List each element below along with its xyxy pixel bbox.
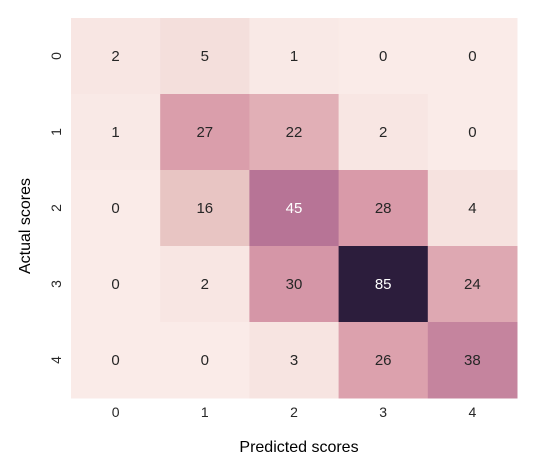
cell-value-label-0-4: 0	[468, 48, 476, 65]
y-tick-labels: 0 1 2 3 4	[48, 52, 64, 364]
y-tick-label-2: 2	[48, 204, 64, 212]
heatmap-cell-3-1	[160, 246, 250, 323]
x-axis-label: Predicted scores	[239, 439, 358, 456]
cell-value-label-2-2: 45	[286, 200, 303, 217]
heatmap-cell-4-0	[71, 322, 161, 399]
x-tick-labels: 0 1 2 3 4	[112, 404, 477, 420]
x-tick-label-3: 3	[379, 404, 387, 420]
x-tick-label-4: 4	[469, 404, 477, 420]
cell-value-label-2-0: 0	[111, 200, 119, 217]
cell-value-label-1-1: 27	[196, 124, 213, 141]
cell-value-label-1-4: 0	[468, 124, 476, 141]
cell-value-label-0-3: 0	[379, 48, 387, 65]
y-tick-label-0: 0	[48, 52, 64, 60]
heatmap-cell-0-1	[160, 18, 250, 95]
heatmap-cell-0-2	[249, 18, 340, 95]
heatmap-cells: 2 5 1 0 01 27 22 2 00 16 45 28 40 2 30 85 240 0 3 26 38	[71, 18, 518, 399]
heatmap-cell-3-3	[338, 246, 429, 323]
heatmap-cell-3-2	[249, 246, 340, 323]
x-tick-label-0: 0	[112, 404, 120, 420]
cell-value-label-3-2: 30	[286, 276, 303, 293]
cell-value-label-3-0: 0	[111, 276, 119, 293]
cell-value-label-0-0: 2	[111, 48, 119, 65]
heatmap-cell-4-3	[338, 322, 429, 399]
heatmap-cell-1-2	[249, 94, 340, 171]
heatmap-cell-2-2	[249, 170, 340, 247]
y-tick-label-4: 4	[48, 356, 64, 364]
heatmap-cell-4-1	[160, 322, 250, 399]
cell-value-label-3-3: 85	[375, 276, 392, 293]
heatmap-cell-4-4	[427, 322, 518, 399]
heatmap-cell-1-4	[427, 94, 518, 171]
cell-value-label-4-4: 38	[464, 352, 481, 369]
cell-value-label-4-1: 0	[201, 352, 209, 369]
cell-value-label-0-1: 5	[201, 48, 209, 65]
cell-value-label-2-1: 16	[196, 200, 213, 217]
y-axis-label: Actual scores	[17, 178, 34, 274]
heatmap-cell-3-0	[71, 246, 161, 323]
heatmap-cell-0-0	[71, 18, 161, 95]
cell-value-label-2-3: 28	[375, 200, 392, 217]
cell-value-label-0-2: 1	[290, 48, 298, 65]
heatmap-cell-2-0	[71, 170, 161, 247]
heatmap-cell-1-3	[338, 94, 429, 171]
heatmap-cell-2-1	[160, 170, 250, 247]
heatmap-cell-1-1	[160, 94, 250, 171]
cell-value-label-4-0: 0	[111, 352, 119, 369]
heatmap-cell-3-4	[427, 246, 518, 323]
heatmap-cell-0-4	[427, 18, 518, 95]
y-tick-label-3: 3	[48, 280, 64, 288]
cell-value-label-1-0: 1	[111, 124, 119, 141]
y-tick-label-1: 1	[48, 128, 64, 136]
cell-value-label-1-3: 2	[379, 124, 387, 141]
heatmap-cell-2-3	[338, 170, 429, 247]
cell-value-label-1-2: 22	[286, 124, 303, 141]
x-tick-label-2: 2	[290, 404, 298, 420]
cell-value-label-3-4: 24	[464, 276, 481, 293]
heatmap-cell-4-2	[249, 322, 340, 399]
heatmap-cell-0-3	[338, 18, 429, 95]
cell-value-label-3-1: 2	[201, 276, 209, 293]
cell-value-label-4-3: 26	[375, 352, 392, 369]
cell-value-label-2-4: 4	[468, 200, 476, 217]
cell-value-label-4-2: 3	[290, 352, 298, 369]
x-tick-label-1: 1	[201, 404, 209, 420]
heatmap-cell-2-4	[427, 170, 518, 247]
heatmap-cell-1-0	[71, 94, 161, 171]
